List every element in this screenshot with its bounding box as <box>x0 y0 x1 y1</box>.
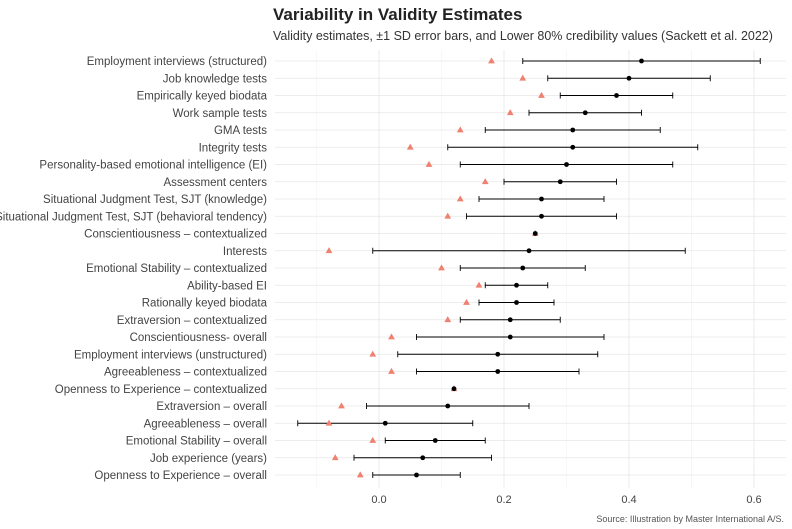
category-label-emotional-stability-overall: Emotional Stability – overall <box>126 436 267 448</box>
category-label-interests: Interests <box>223 246 267 258</box>
x-axis-tick-labels: 0.0 0.2 0.4 0.6 <box>371 494 761 506</box>
category-label-situational-judgment-test-sjt-behavioral-tendency: Situational Judgment Test, SJT (behavior… <box>0 211 267 223</box>
credibility-marker-employment-interviews-unstructured <box>369 350 377 357</box>
x-tick-label: 0.4 <box>621 494 636 506</box>
category-label-situational-judgment-test-sjt-knowledge: Situational Judgment Test, SJT (knowledg… <box>43 194 267 206</box>
estimate-point-ability-based-ei <box>514 282 519 288</box>
estimate-point-agreeableness-contextualized <box>495 369 501 374</box>
category-label-ability-based-ei: Ability-based EI <box>187 280 267 292</box>
estimate-point-agreeableness-overall <box>382 420 388 426</box>
category-label-openness-to-experience-overall: Openness to Experience – overall <box>94 470 267 482</box>
credibility-marker-personality-based-emotional-intelligence-ei <box>425 160 433 167</box>
category-label-rationally-keyed-biodata: Rationally keyed biodata <box>142 298 268 310</box>
credibility-marker-ability-based-ei <box>475 281 483 288</box>
category-label-personality-based-emotional-intelligence-ei: Personality-based emotional intelligence… <box>39 160 267 172</box>
category-label-openness-to-experience-contextualized: Openness to Experience – contextualized <box>55 384 267 396</box>
category-label-integrity-tests: Integrity tests <box>199 142 268 154</box>
estimate-point-employment-interviews-structured <box>639 58 644 64</box>
estimate-point-conscientiousness-overall <box>507 334 513 340</box>
credibility-marker-agreeableness-contextualized <box>388 367 395 374</box>
category-label-agreeableness-contextualized: Agreeableness – contextualized <box>104 367 267 379</box>
estimate-point-rationally-keyed-biodata <box>514 300 519 305</box>
x-tick-label: 0.6 <box>746 494 761 506</box>
chart-subtitle: Validity estimates, ±1 SD error bars, an… <box>273 29 773 43</box>
estimate-point-integrity-tests <box>570 144 576 150</box>
category-label-assessment-centers: Assessment centers <box>163 177 267 189</box>
estimate-point-gma-tests <box>570 127 576 133</box>
credibility-marker-assessment-centers <box>481 178 489 185</box>
credibility-marker-employment-interviews-structured <box>488 57 495 64</box>
credibility-marker-conscientiousness-overall <box>388 333 395 340</box>
category-label-empirically-keyed-biodata: Empirically keyed biodata <box>137 91 268 103</box>
grid-lines <box>275 50 786 488</box>
credibility-marker-gma-tests <box>456 126 464 133</box>
estimate-point-extraversion-overall <box>445 403 451 409</box>
credibility-marker-work-sample-tests <box>506 109 514 116</box>
category-label-conscientiousness-overall: Conscientiousness- overall <box>130 332 267 344</box>
category-label-gma-tests: GMA tests <box>214 125 267 137</box>
credibility-marker-emotional-stability-overall <box>369 436 377 443</box>
estimate-point-conscientiousness-contextualized <box>532 231 538 236</box>
estimate-point-job-knowledge-tests <box>626 75 632 81</box>
estimate-point-personality-based-emotional-intelligence-ei <box>564 162 569 167</box>
estimate-point-situational-judgment-test-sjt-knowledge <box>539 196 544 202</box>
estimate-point-work-sample-tests <box>582 110 588 116</box>
credibility-marker-job-knowledge-tests <box>519 74 527 81</box>
credibility-markers <box>325 57 545 478</box>
category-labels: Employment interviews (structured) Job kn… <box>0 56 268 482</box>
x-tick-label: 0.2 <box>496 494 511 506</box>
category-label-employment-interviews-unstructured: Employment interviews (unstructured) <box>74 349 267 361</box>
credibility-marker-rationally-keyed-biodata <box>463 298 470 305</box>
x-tick-label: 0.0 <box>371 494 386 506</box>
credibility-marker-interests <box>325 247 333 254</box>
category-label-extraversion-contextualized: Extraversion – contextualized <box>117 315 267 327</box>
estimate-point-empirically-keyed-biodata <box>614 93 619 98</box>
estimate-points <box>382 58 644 478</box>
credibility-marker-extraversion-contextualized <box>444 316 452 323</box>
estimate-point-assessment-centers <box>557 179 563 185</box>
category-label-extraversion-overall: Extraversion – overall <box>156 401 267 413</box>
chart-title: Variability in Validity Estimates <box>273 5 522 24</box>
chart-caption: Source: Illustration by Master Internati… <box>596 514 784 524</box>
category-label-work-sample-tests: Work sample tests <box>173 108 268 120</box>
credibility-marker-emotional-stability-contextualized <box>438 264 445 271</box>
credibility-marker-extraversion-overall <box>338 402 345 409</box>
category-label-emotional-stability-contextualized: Emotional Stability – contextualized <box>86 263 267 275</box>
estimate-point-openness-to-experience-contextualized <box>451 386 457 392</box>
category-label-job-knowledge-tests: Job knowledge tests <box>163 73 267 85</box>
estimate-point-emotional-stability-overall <box>432 438 438 443</box>
credibility-marker-situational-judgment-test-sjt-behavioral-tendency <box>444 212 452 219</box>
credibility-marker-job-experience-years <box>331 454 339 461</box>
estimate-point-interests <box>526 248 532 254</box>
category-label-employment-interviews-structured: Employment interviews (structured) <box>87 56 267 68</box>
category-label-job-experience-years: Job experience (years) <box>150 453 267 465</box>
estimate-point-employment-interviews-unstructured <box>495 351 501 357</box>
credibility-marker-situational-judgment-test-sjt-knowledge <box>456 195 464 202</box>
credibility-marker-openness-to-experience-overall <box>356 471 364 478</box>
estimate-point-emotional-stability-contextualized <box>520 265 526 271</box>
category-label-agreeableness-overall: Agreeableness – overall <box>144 418 267 430</box>
category-label-conscientiousness-contextualized: Conscientiousness – contextualized <box>84 229 267 241</box>
credibility-marker-agreeableness-overall <box>325 419 333 426</box>
credibility-marker-empirically-keyed-biodata <box>538 91 545 98</box>
estimate-point-job-experience-years <box>420 455 426 461</box>
credibility-marker-integrity-tests <box>406 143 414 150</box>
estimate-point-situational-judgment-test-sjt-behavioral-tendency <box>539 213 544 219</box>
estimate-point-extraversion-contextualized <box>507 317 513 323</box>
estimate-point-openness-to-experience-overall <box>414 472 419 478</box>
